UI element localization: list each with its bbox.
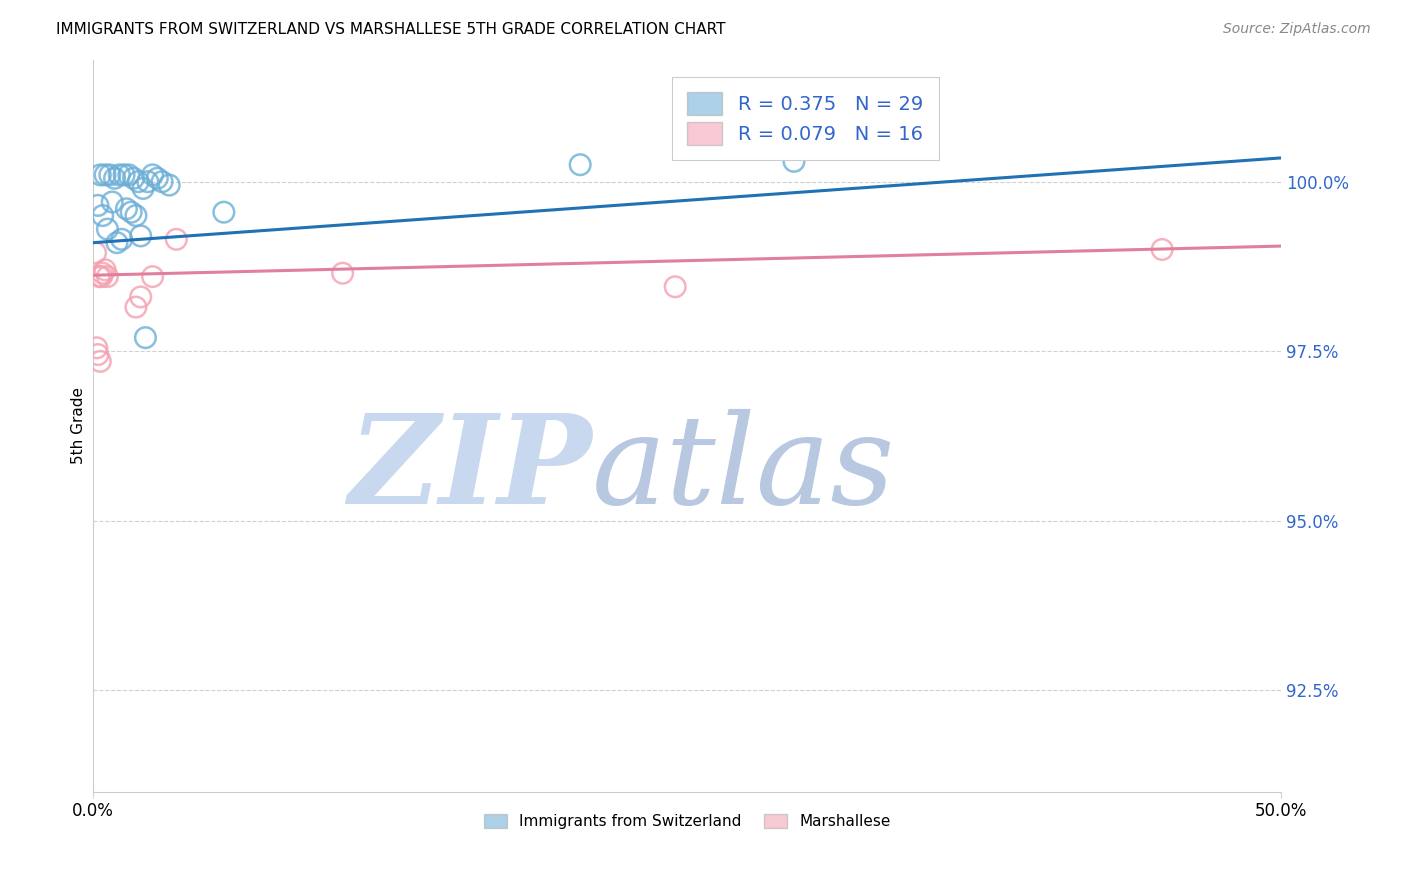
Point xyxy=(94,168,117,182)
Point xyxy=(150,175,173,189)
Point xyxy=(112,168,135,182)
Point xyxy=(120,205,142,219)
Y-axis label: 5th Grade: 5th Grade xyxy=(72,387,86,464)
Point xyxy=(212,205,235,219)
Point xyxy=(122,171,145,186)
Point xyxy=(101,194,124,209)
Point xyxy=(87,348,110,362)
Text: IMMIGRANTS FROM SWITZERLAND VS MARSHALLESE 5TH GRADE CORRELATION CHART: IMMIGRANTS FROM SWITZERLAND VS MARSHALLE… xyxy=(56,22,725,37)
Point xyxy=(89,354,111,368)
Point xyxy=(125,209,148,223)
Point xyxy=(84,245,107,260)
Point xyxy=(86,341,108,355)
Point xyxy=(89,168,111,182)
Point xyxy=(91,266,114,280)
Point xyxy=(89,269,111,284)
Point xyxy=(94,262,117,277)
Point xyxy=(118,168,141,182)
Point xyxy=(129,290,152,304)
Point xyxy=(127,175,149,189)
Point xyxy=(165,232,187,246)
Point xyxy=(111,232,134,246)
Point xyxy=(136,175,159,189)
Point xyxy=(98,168,121,182)
Point xyxy=(87,198,110,212)
Point xyxy=(664,279,686,293)
Point xyxy=(1152,243,1174,257)
Point xyxy=(142,168,165,182)
Point xyxy=(569,158,592,172)
Point xyxy=(332,266,354,280)
Legend: Immigrants from Switzerland, Marshallese: Immigrants from Switzerland, Marshallese xyxy=(478,808,897,836)
Point xyxy=(146,171,169,186)
Point xyxy=(105,235,128,250)
Text: ZIP: ZIP xyxy=(349,409,592,531)
Text: atlas: atlas xyxy=(592,409,896,531)
Point xyxy=(103,171,125,186)
Point xyxy=(142,269,165,284)
Point xyxy=(129,228,152,243)
Point xyxy=(134,331,156,345)
Point xyxy=(783,154,806,169)
Point xyxy=(157,178,180,192)
Text: Source: ZipAtlas.com: Source: ZipAtlas.com xyxy=(1223,22,1371,37)
Point xyxy=(132,181,155,195)
Point xyxy=(96,269,118,284)
Point xyxy=(96,222,118,236)
Point xyxy=(90,269,112,284)
Point xyxy=(125,300,148,314)
Point xyxy=(91,209,114,223)
Point xyxy=(108,168,131,182)
Point xyxy=(115,202,138,216)
